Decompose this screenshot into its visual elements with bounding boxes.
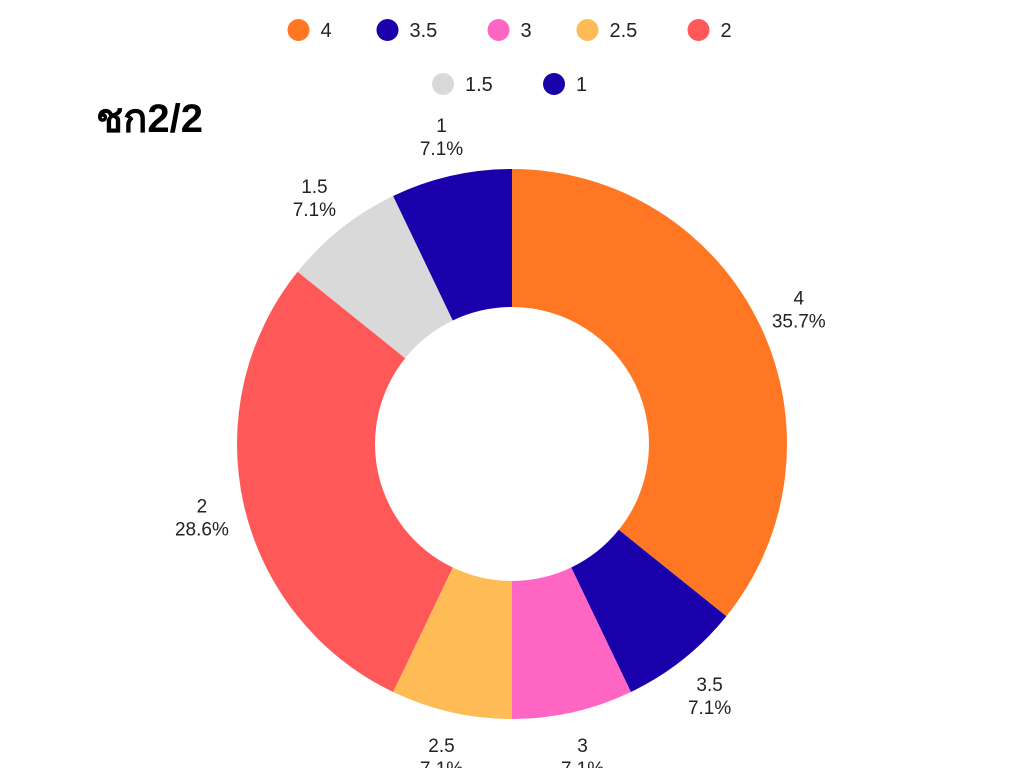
slice-category-label: 1: [436, 116, 447, 137]
slice-percent-label: 35.7%: [772, 312, 826, 333]
slice-category-label: 3.5: [696, 675, 722, 696]
legend-item-1: 1: [543, 73, 587, 96]
legend-item-1.5: 1.5: [432, 73, 493, 96]
legend-label: 3.5: [410, 20, 438, 42]
slice-3.5: [571, 529, 727, 692]
legend-swatch: [376, 19, 399, 41]
slice-percent-label: 7.1%: [561, 759, 604, 768]
slice-percent-label: 7.1%: [688, 698, 731, 719]
legend-swatch: [687, 19, 710, 41]
legend-swatch: [543, 73, 565, 95]
slice-category-label: 1.5: [301, 177, 327, 198]
slice-category-label: 2: [197, 496, 208, 517]
slice-percent-label: 7.1%: [293, 200, 336, 221]
slice-2.5: [393, 567, 512, 719]
legend-label: 2.5: [610, 20, 638, 42]
slice-1: [393, 169, 512, 321]
legend-swatch: [432, 73, 454, 95]
slice-category-label: 2.5: [428, 736, 454, 757]
legend-item-2.5: 2.5: [576, 19, 638, 42]
legend-swatch: [487, 19, 510, 41]
legend-item-2: 2: [687, 19, 732, 42]
slice-percent-label: 28.6%: [175, 519, 229, 540]
legend-label: 3: [521, 20, 532, 42]
slice-percent-label: 7.1%: [420, 759, 463, 768]
legend-item-3.5: 3.5: [376, 19, 438, 42]
legend-label: 1: [576, 74, 587, 96]
legend-label: 2: [721, 20, 732, 42]
slice-1.5: [297, 196, 453, 359]
legend-label: 4: [321, 20, 332, 42]
slice-2: [237, 271, 453, 692]
legend-item-4: 4: [287, 19, 332, 42]
legend: 4 3.5 3 2.5 2 1.5 1: [287, 19, 732, 96]
chart-title: ชก2/2: [96, 97, 203, 141]
legend-swatch: [576, 19, 599, 41]
legend-item-3: 3: [487, 19, 532, 42]
slices: [237, 169, 787, 719]
slice-4: [512, 169, 787, 617]
slice-category-label: 4: [793, 289, 804, 310]
slice-3: [512, 567, 631, 719]
legend-label: 1.5: [465, 74, 493, 96]
slice-labels: 435.7%3.57.1%37.1%2.57.1%228.6%1.57.1%17…: [175, 116, 826, 768]
slice-percent-label: 7.1%: [420, 139, 463, 160]
slice-category-label: 3: [577, 736, 588, 757]
legend-swatch: [287, 19, 310, 41]
